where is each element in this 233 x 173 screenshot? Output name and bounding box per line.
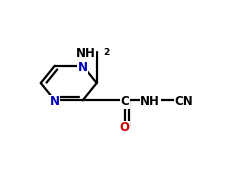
Text: 2: 2 — [104, 48, 110, 57]
Text: N: N — [78, 61, 88, 74]
Text: CN: CN — [175, 95, 193, 108]
Text: NH: NH — [140, 95, 160, 108]
Text: NH: NH — [76, 47, 96, 60]
Text: O: O — [120, 121, 130, 134]
Text: C: C — [120, 95, 129, 108]
Text: N: N — [50, 95, 60, 108]
